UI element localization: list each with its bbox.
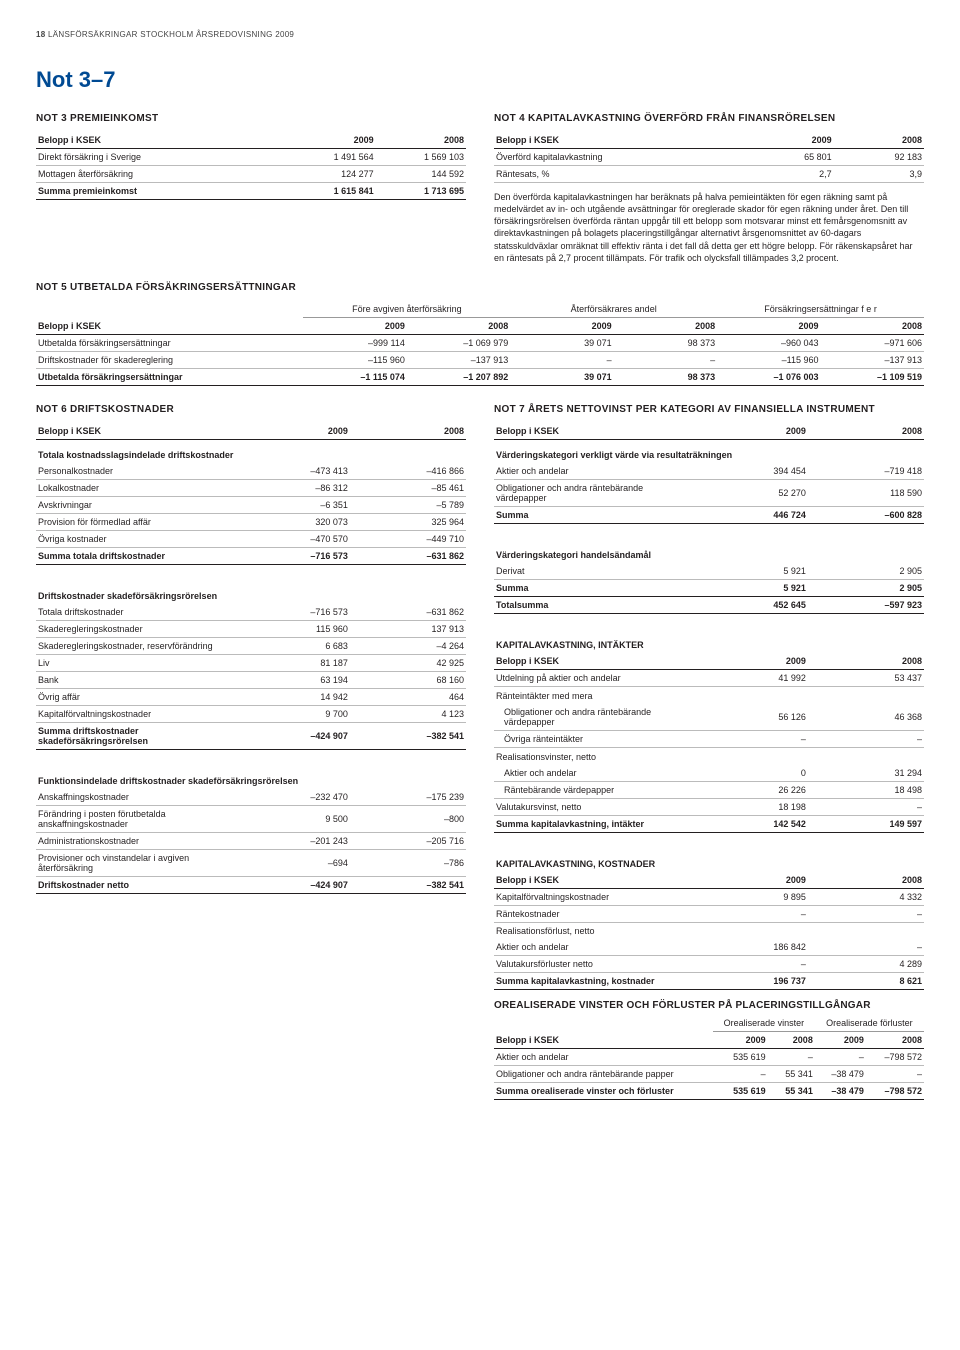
table-row: Räntekostnader–– bbox=[494, 905, 924, 922]
not5: NOT 5 UTBETALDA FÖRSÄKRINGSERSÄTTNINGAR … bbox=[36, 282, 924, 386]
table-subheader: KAPITALAVKASTNING, INTÄKTER bbox=[494, 630, 924, 653]
table-row: Utbetalda försäkringsersättningar–1 115 … bbox=[36, 368, 924, 385]
page: 18 LÄNSFÖRSÄKRINGAR STOCKHOLM ÅRSREDOVIS… bbox=[0, 0, 960, 1140]
table-row: Summa premieinkomst1 615 8411 713 695 bbox=[36, 183, 466, 200]
table-row: Liv81 18742 925 bbox=[36, 654, 466, 671]
not7-oreal-table: Orealiserade vinster Orealiserade förlus… bbox=[494, 1015, 924, 1100]
table-row: Valutakursförluster netto–4 289 bbox=[494, 955, 924, 972]
table-row: Realisationsvinster, netto bbox=[494, 747, 924, 765]
table-row: Personalkostnader–473 413–416 866 bbox=[36, 463, 466, 480]
table-row: Mottagen återförsäkring124 277144 592 bbox=[36, 166, 466, 183]
table-row: Skaderegleringskostnader115 960137 913 bbox=[36, 620, 466, 637]
table-row: Obligationer och andra räntebärande värd… bbox=[494, 479, 924, 506]
table-row: Driftskostnader netto–424 907–382 541 bbox=[36, 876, 466, 893]
not4-para: Den överförda kapitalavkastningen har be… bbox=[494, 191, 924, 264]
not7-table: Belopp i KSEK 2009 2008 Värderingskatego… bbox=[494, 423, 924, 990]
table-row: Utdelning på aktier och andelar41 99253 … bbox=[494, 669, 924, 686]
table-row: Direkt försäkring i Sverige1 491 5641 56… bbox=[36, 149, 466, 166]
table-row: Ränteintäkter med mera bbox=[494, 686, 924, 704]
table-row: Räntebärande värdepapper26 22618 498 bbox=[494, 781, 924, 798]
not5-table: Före avgiven återförsäkring Återförsäkra… bbox=[36, 301, 924, 386]
table-row: Obligationer och andra räntebärande värd… bbox=[494, 704, 924, 731]
not6: NOT 6 DRIFTSKOSTNADER Belopp i KSEK 2009… bbox=[36, 404, 466, 1100]
table-row: Övrig affär14 942464 bbox=[36, 688, 466, 705]
not3-title: NOT 3 PREMIEINKOMST bbox=[36, 113, 466, 124]
table-row: Summa kapitalavkastning, kostnader196 73… bbox=[494, 972, 924, 989]
table-row: Valutakursvinst, netto18 198– bbox=[494, 798, 924, 815]
table-row: Summa driftskostnader skadeförsäkringsrö… bbox=[36, 722, 466, 749]
row-not6-not7: NOT 6 DRIFTSKOSTNADER Belopp i KSEK 2009… bbox=[36, 404, 924, 1100]
not3-table: Belopp i KSEK 2009 2008 Direkt försäkrin… bbox=[36, 132, 466, 200]
page-number: 18 bbox=[36, 30, 46, 39]
table-row: Aktier och andelar186 842– bbox=[494, 939, 924, 956]
table-row: Aktier och andelar394 454–719 418 bbox=[494, 463, 924, 480]
table-row: Administrationskostnader–201 243–205 716 bbox=[36, 832, 466, 849]
table-row: Summa orealiserade vinster och förluster… bbox=[494, 1082, 924, 1099]
table-row: Förändring i posten förutbetalda anskaff… bbox=[36, 805, 466, 832]
not7: NOT 7 ÅRETS NETTOVINST PER KATEGORI AV F… bbox=[494, 404, 924, 1100]
table-subheader: Värderingskategori handelsändamål bbox=[494, 540, 924, 563]
table-row: Summa totala driftskostnader–716 573–631… bbox=[36, 547, 466, 564]
not4-title: NOT 4 KAPITALAVKASTNING ÖVERFÖRD FRÅN FI… bbox=[494, 113, 924, 124]
table-row: Summa5 9212 905 bbox=[494, 579, 924, 596]
doc-title: LÄNSFÖRSÄKRINGAR STOCKHOLM ÅRSREDOVISNIN… bbox=[48, 30, 294, 39]
table-row: Kapitalförvaltningskostnader9 8954 332 bbox=[494, 888, 924, 905]
row-not3-not4: NOT 3 PREMIEINKOMST Belopp i KSEK 2009 2… bbox=[36, 113, 924, 264]
table-row: Realisationsförlust, netto bbox=[494, 922, 924, 939]
table-subheader: Värderingskategori verkligt värde via re… bbox=[494, 439, 924, 463]
table-row: Provisioner och vinstandelar i avgiven å… bbox=[36, 849, 466, 876]
table-subheader: Totala kostnadsslagsindelade driftskostn… bbox=[36, 439, 466, 463]
table-row: Räntesats, %2,73,9 bbox=[494, 166, 924, 183]
table-row: Obligationer och andra räntebärande papp… bbox=[494, 1065, 924, 1082]
table-row: Provision för förmedlad affär320 073325 … bbox=[36, 513, 466, 530]
table-row: Skaderegleringskostnader, reservförändri… bbox=[36, 637, 466, 654]
page-header: 18 LÄNSFÖRSÄKRINGAR STOCKHOLM ÅRSREDOVIS… bbox=[36, 30, 924, 39]
table-row: Derivat5 9212 905 bbox=[494, 563, 924, 580]
not7-title: NOT 7 ÅRETS NETTOVINST PER KATEGORI AV F… bbox=[494, 404, 924, 415]
not5-title: NOT 5 UTBETALDA FÖRSÄKRINGSERSÄTTNINGAR bbox=[36, 282, 924, 293]
table-subheader: Driftskostnader skadeförsäkringsrörelsen bbox=[36, 581, 466, 604]
table-row: Avskrivningar–6 351–5 789 bbox=[36, 496, 466, 513]
not4: NOT 4 KAPITALAVKASTNING ÖVERFÖRD FRÅN FI… bbox=[494, 113, 924, 264]
not3: NOT 3 PREMIEINKOMST Belopp i KSEK 2009 2… bbox=[36, 113, 466, 264]
table-row: Summa kapitalavkastning, intäkter142 542… bbox=[494, 815, 924, 832]
table-row: Summa446 724–600 828 bbox=[494, 506, 924, 523]
table-subheader: KAPITALAVKASTNING, KOSTNADER bbox=[494, 849, 924, 872]
table-row: Totalsumma452 645–597 923 bbox=[494, 596, 924, 613]
table-row: Överförd kapitalavkastning65 80192 183 bbox=[494, 149, 924, 166]
table-row: Övriga ränteintäkter–– bbox=[494, 730, 924, 747]
table-row: Aktier och andelar031 294 bbox=[494, 765, 924, 782]
table-row: Utbetalda försäkringsersättningar–999 11… bbox=[36, 334, 924, 351]
table-row: Anskaffningskostnader–232 470–175 239 bbox=[36, 789, 466, 806]
table-row: Kapitalförvaltningskostnader9 7004 123 bbox=[36, 705, 466, 722]
not7-oreal-title: OREALISERADE VINSTER OCH FÖRLUSTER PÅ PL… bbox=[494, 1000, 924, 1011]
table-row: Bank63 19468 160 bbox=[36, 671, 466, 688]
not6-table: Belopp i KSEK 2009 2008 Totala kostnadss… bbox=[36, 423, 466, 894]
not4-table: Belopp i KSEK 2009 2008 Överförd kapital… bbox=[494, 132, 924, 183]
not6-title: NOT 6 DRIFTSKOSTNADER bbox=[36, 404, 466, 415]
table-subheader: Funktionsindelade driftskostnader skadef… bbox=[36, 766, 466, 789]
section-title: Not 3–7 bbox=[36, 67, 924, 93]
table-row: Driftskostnader för skadereglering–115 9… bbox=[36, 351, 924, 368]
table-row: Aktier och andelar535 619–––798 572 bbox=[494, 1048, 924, 1065]
table-row: Lokalkostnader–86 312–85 461 bbox=[36, 479, 466, 496]
table-row: Övriga kostnader–470 570–449 710 bbox=[36, 530, 466, 547]
table-row: Totala driftskostnader–716 573–631 862 bbox=[36, 604, 466, 621]
